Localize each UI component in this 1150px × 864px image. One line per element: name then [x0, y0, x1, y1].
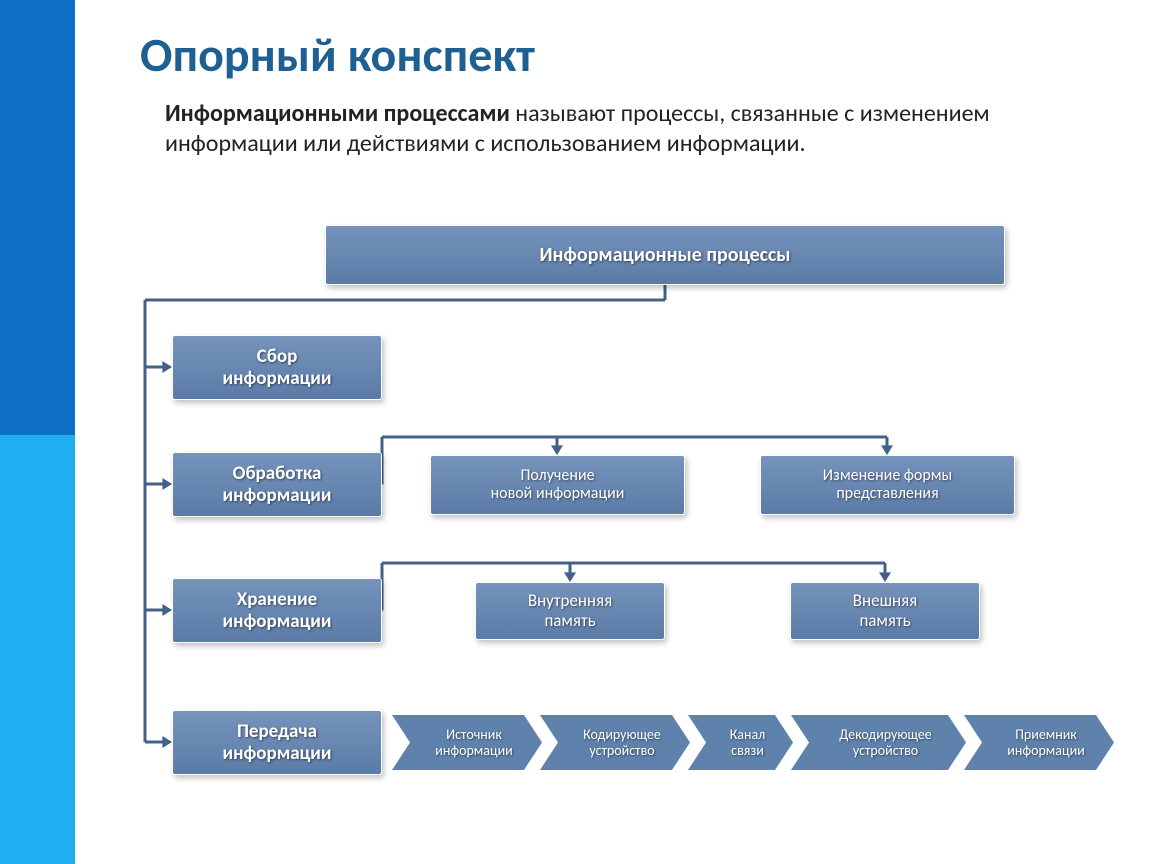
process-box-obr: Обработкаинформации [172, 452, 382, 517]
intro-bold: Информационными процессами [165, 99, 515, 128]
chevron-1: Кодирующееустройство [540, 715, 690, 770]
sub-box-2: Внутренняяпамять [475, 582, 665, 640]
chevron-0: Источникинформации [392, 715, 542, 770]
chevron-3: Декодирующееустройство [791, 715, 966, 770]
sidebar-accent-light [0, 435, 75, 864]
page-title: Опорный конспект [140, 25, 535, 84]
process-box-hran: Хранениеинформации [172, 578, 382, 643]
header-box: Информационные процессы [325, 225, 1005, 285]
sub-box-1: Изменение формыпредставления [760, 455, 1015, 515]
intro-text: Информационными процессами называют проц… [165, 99, 1085, 159]
process-box-sbor: Сборинформации [172, 335, 382, 400]
process-box-pere: Передачаинформации [172, 710, 382, 775]
chevron-4: Приемникинформации [964, 715, 1114, 770]
sidebar-accent-dark [0, 0, 75, 435]
chevron-2: Каналсвязи [688, 715, 793, 770]
sub-box-0: Получениеновой информации [430, 455, 685, 515]
sub-box-3: Внешняяпамять [790, 582, 980, 640]
